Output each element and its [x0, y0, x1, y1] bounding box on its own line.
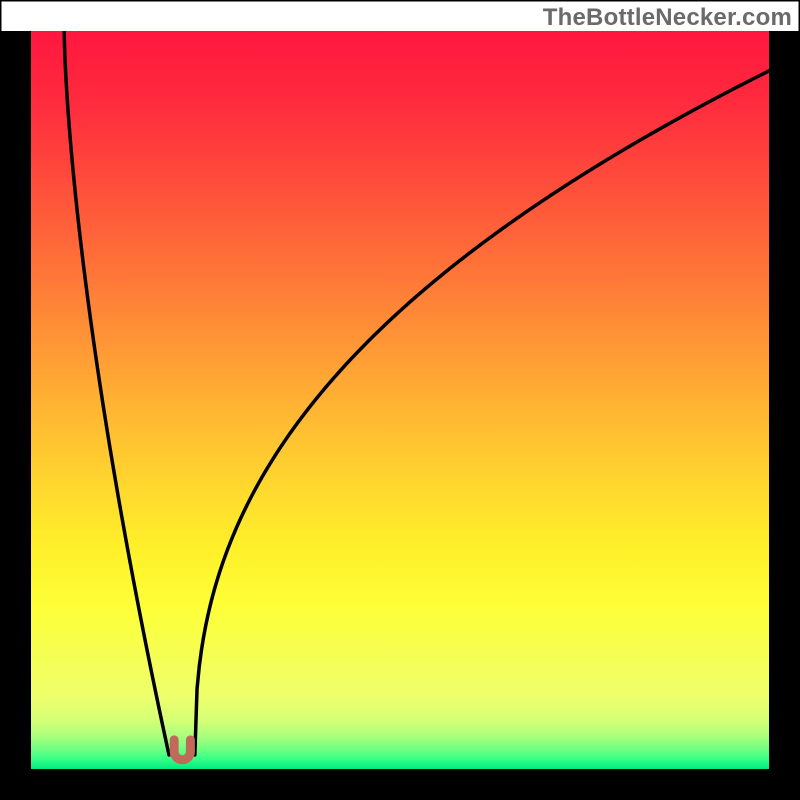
frame-band-bottom — [0, 769, 800, 800]
figure-container: TheBottleNecker.com — [0, 0, 800, 800]
frame-band-left — [0, 31, 31, 800]
bottleneck-chart — [0, 0, 800, 800]
frame-band-right — [769, 31, 800, 800]
plot-background-gradient — [31, 31, 769, 769]
watermark-text: TheBottleNecker.com — [543, 4, 792, 32]
